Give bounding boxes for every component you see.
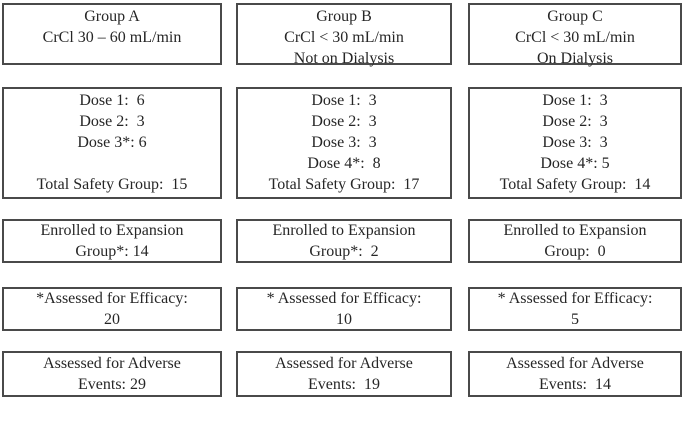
group-a-assessed-adverse-box: Assessed for Adverse Events: 29: [2, 351, 222, 397]
group-b-header-text: Group B CrCl < 30 mL/min Not on Dialysis: [284, 8, 404, 67]
group-a-assessed-adverse-text: Assessed for Adverse Events: 29: [43, 355, 181, 393]
group-c-assessed-adverse-text: Assessed for Adverse Events: 14: [506, 355, 644, 393]
group-c-assessed-efficacy-text: * Assessed for Efficacy: 5: [497, 290, 653, 328]
group-b-assessed-adverse-text: Assessed for Adverse Events: 19: [275, 355, 413, 393]
group-c-doses-box: Dose 1: 3 Dose 2: 3 Dose 3: 3 Dose 4*: 5…: [468, 87, 682, 199]
group-c-enrolled-expansion-box: Enrolled to Expansion Group: 0: [468, 219, 682, 263]
group-c-assessed-efficacy-box: * Assessed for Efficacy: 5: [468, 287, 682, 331]
group-c-enrolled-expansion-text: Enrolled to Expansion Group: 0: [503, 222, 647, 260]
group-b-doses-box: Dose 1: 3 Dose 2: 3 Dose 3: 3 Dose 4*: 8…: [236, 87, 452, 199]
group-b-header-box: Group B CrCl < 30 mL/min Not on Dialysis: [236, 3, 452, 67]
group-a-enrolled-expansion-text: Enrolled to Expansion Group*: 14: [40, 222, 184, 260]
group-b-assessed-adverse-box: Assessed for Adverse Events: 19: [236, 351, 452, 397]
group-b-enrolled-expansion-box: Enrolled to Expansion Group*: 2: [236, 219, 452, 263]
group-c-header-box: Group C CrCl < 30 mL/min On Dialysis: [468, 3, 682, 67]
group-c-header-text: Group C CrCl < 30 mL/min On Dialysis: [515, 8, 635, 67]
group-a-doses-box: Dose 1: 6 Dose 2: 3 Dose 3*: 6 Total Saf…: [2, 87, 222, 199]
group-a-assessed-efficacy-text: *Assessed for Efficacy: 20: [36, 290, 188, 328]
group-a-doses-text: Dose 1: 6 Dose 2: 3 Dose 3*: 6 Total Saf…: [36, 92, 188, 193]
group-a-header-box: Group A CrCl 30 – 60 mL/min: [2, 3, 222, 65]
group-b-assessed-efficacy-text: * Assessed for Efficacy: 10: [266, 290, 422, 328]
group-b-enrolled-expansion-text: Enrolled to Expansion Group*: 2: [272, 222, 416, 260]
group-c-doses-text: Dose 1: 3 Dose 2: 3 Dose 3: 3 Dose 4*: 5…: [499, 92, 651, 193]
group-a-enrolled-expansion-box: Enrolled to Expansion Group*: 14: [2, 219, 222, 263]
group-a-assessed-efficacy-box: *Assessed for Efficacy: 20: [2, 287, 222, 331]
group-c-assessed-adverse-box: Assessed for Adverse Events: 14: [468, 351, 682, 397]
group-b-assessed-efficacy-box: * Assessed for Efficacy: 10: [236, 287, 452, 331]
group-a-header-text: Group A CrCl 30 – 60 mL/min: [42, 8, 182, 46]
group-b-doses-text: Dose 1: 3 Dose 2: 3 Dose 3: 3 Dose 4*: 8…: [268, 92, 420, 193]
